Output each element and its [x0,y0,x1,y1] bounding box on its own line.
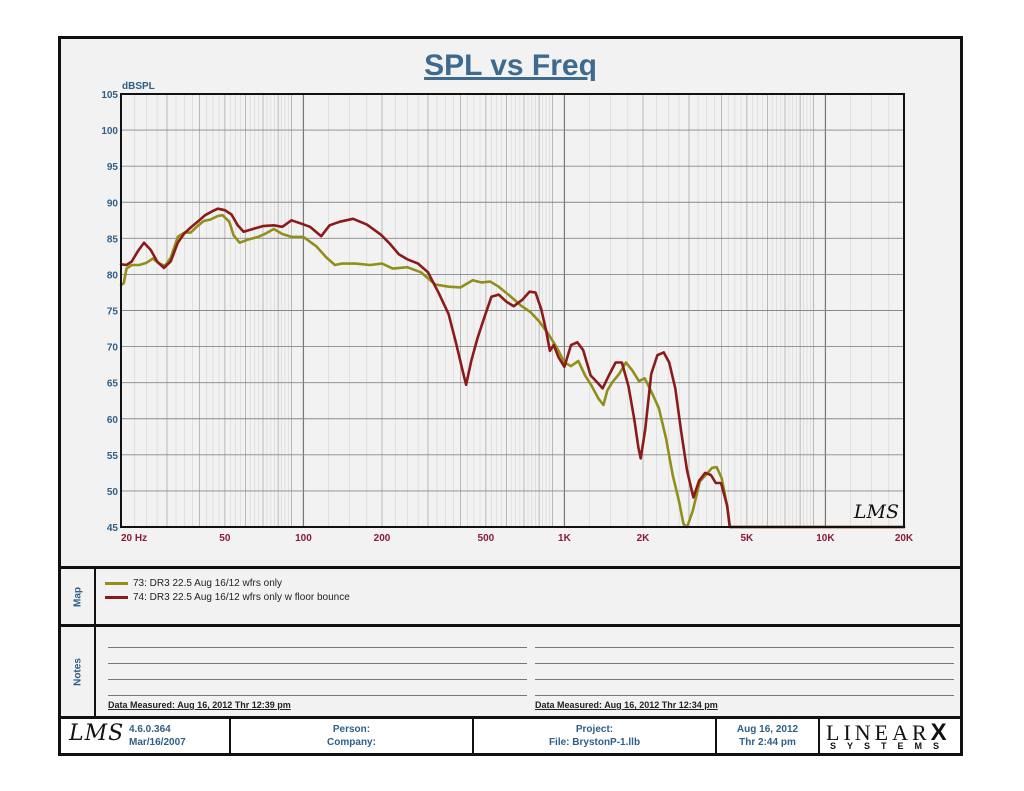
footer-bar: LMS 4.6.0.364 Mar/16/2007 Person: Compan… [61,719,960,753]
note-line [108,679,527,680]
note-line [108,663,527,664]
footer-time: Thr 2:44 pm [739,737,796,748]
y-axis-label: dBSPL [122,81,155,92]
version-number: 4.6.0.364 [129,724,171,735]
map-panel: Map 73: DR3 22.5 Aug 16/12 wfrs only 74:… [61,569,960,627]
file-label: File: BrystonP-1.llb [548,737,641,748]
data-measured-left: Data Measured: Aug 16, 2012 Thr 12:39 pm [108,700,291,710]
report-sheet: SPL vs Freq 45 50 55 60 65 70 75 80 85 90 95 100 105… [58,36,963,756]
series-group [119,207,906,529]
y-tick-label: 50 [107,487,119,498]
chart-title: SPL vs Freq [424,49,597,82]
note-line [535,695,954,696]
x-tick-label: 200 [374,533,391,544]
lms-watermark: LMS [853,501,899,523]
x-tick-label: 100 [295,533,312,544]
note-line [108,695,527,696]
y-tick-label: 95 [107,162,119,173]
note-line [535,647,954,648]
map-tab-label: Map [72,586,83,607]
x-tick-label: 10K [816,533,835,544]
plot-frame [120,93,905,528]
x-tick-labels: 20 Hz 50 100 200 500 1K 2K 5K 10K 20K [121,533,914,544]
brand-x: X [930,719,947,746]
footer-person-cell: Person: Company: [231,719,474,753]
y-tick-label: 70 [107,343,119,354]
version-date: Mar/16/2007 [129,737,186,748]
x-tick-label: 20K [895,533,914,544]
note-line [535,679,954,680]
y-tick-label: 80 [107,270,119,281]
project-label: Project: [575,724,614,735]
footer-date: Aug 16, 2012 [736,724,799,735]
footer-version-cell: LMS 4.6.0.364 Mar/16/2007 [61,719,231,753]
data-measured-right: Data Measured: Aug 16, 2012 Thr 12:34 pm [535,700,718,710]
series-line-74 [119,207,906,529]
y-tick-label: 90 [107,198,119,209]
legend-swatch-74 [105,595,128,599]
y-tick-label: 100 [101,126,118,137]
footer-brand-cell: LINEARX SYSTEMS [820,719,960,753]
note-line [535,663,954,664]
legend-item-73[interactable]: 73: DR3 22.5 Aug 16/12 wfrs only [105,576,282,590]
y-tick-label: 105 [101,90,118,101]
y-tick-labels: 45 50 55 60 65 70 75 80 85 90 95 100 105 [101,90,118,534]
plot-panel: SPL vs Freq 45 50 55 60 65 70 75 80 85 90 95 100 105… [61,39,960,569]
note-line [108,647,527,648]
legend-swatch-73 [105,581,128,585]
legend-label-74: 74: DR3 22.5 Aug 16/12 wfrs only w floor… [133,591,350,603]
y-tick-label: 65 [107,379,119,390]
y-tick-label: 75 [107,307,119,318]
notes-tab: Notes [61,627,96,716]
x-tick-label: 1K [558,533,572,544]
footer-project-cell: Project: File: BrystonP-1.llb [474,719,717,753]
legend-item-74[interactable]: 74: DR3 22.5 Aug 16/12 wfrs only w floor… [105,590,350,604]
y-tick-label: 45 [107,523,119,534]
x-tick-label: 50 [219,533,231,544]
notes-panel: Notes Data Measured: Aug 16, 2012 Thr 12… [61,627,960,719]
x-tick-label: 5K [740,533,754,544]
map-tab: Map [61,569,96,624]
footer-date-cell: Aug 16, 2012 Thr 2:44 pm [717,719,820,753]
company-label: Company: [327,737,376,748]
y-tick-label: 55 [107,451,119,462]
brand-linear: LINEAR [826,720,931,745]
y-tick-label: 85 [107,234,119,245]
lms-logo: LMS [69,721,125,746]
person-label: Person: [332,724,371,735]
x-tick-label: 20 Hz [121,533,147,544]
x-tick-label: 500 [478,533,495,544]
x-tick-label: 2K [637,533,651,544]
grid [120,93,905,528]
legend-label-73: 73: DR3 22.5 Aug 16/12 wfrs only [133,577,282,589]
brand-systems: SYSTEMS [830,741,951,751]
notes-tab-label: Notes [72,657,83,686]
series-line-73 [119,213,906,529]
y-tick-label: 60 [107,415,119,426]
